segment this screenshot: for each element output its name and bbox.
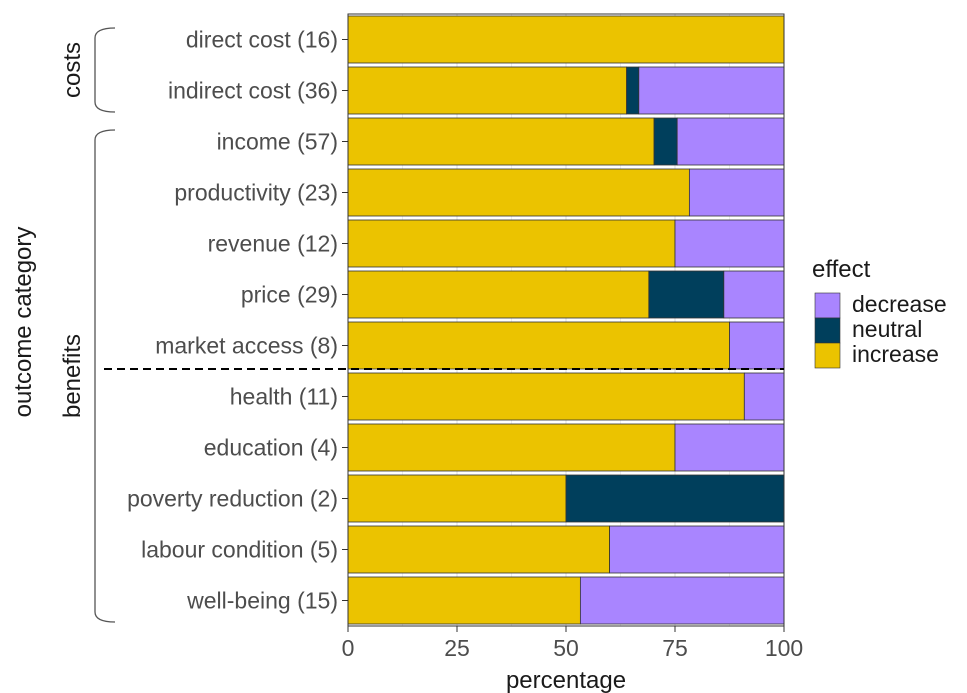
bar-decrease	[743, 372, 785, 421]
y-tick-label: revenue (12)	[208, 231, 338, 257]
bar-decrease	[609, 525, 785, 574]
bar-increase	[347, 474, 567, 523]
group-label: costs	[59, 42, 86, 98]
bar-increase	[347, 576, 581, 625]
bar-increase	[347, 15, 785, 64]
bars-layer	[347, 15, 785, 625]
group-bracket	[94, 27, 116, 113]
y-tick-label: labour condition (5)	[141, 537, 338, 563]
x-axis-title: percentage	[506, 667, 626, 693]
bar-increase	[347, 66, 628, 115]
bar-decrease	[676, 117, 785, 166]
legend-title: effect	[812, 256, 871, 283]
x-tick-label: 75	[662, 635, 688, 661]
x-tick-label: 25	[444, 635, 470, 661]
y-tick-label: productivity (23)	[174, 180, 338, 206]
y-tick-label: direct cost (16)	[186, 27, 338, 53]
y-tick-label: income (57)	[217, 129, 338, 155]
y-tick-label: poverty reduction (2)	[127, 486, 338, 512]
bar-decrease	[729, 321, 785, 370]
bar-increase	[347, 168, 690, 217]
bar-increase	[347, 117, 655, 166]
legend-key	[814, 317, 841, 344]
bar-decrease	[638, 66, 785, 115]
x-tick-label: 50	[553, 635, 579, 661]
group-label: benefits	[59, 334, 86, 418]
bar-neutral	[626, 66, 640, 115]
y-tick-label: indirect cost (36)	[168, 78, 338, 104]
bar-decrease	[579, 576, 785, 625]
bar-increase	[347, 525, 611, 574]
legend-label: decrease	[852, 291, 947, 317]
bar-increase	[347, 321, 730, 370]
y-tick-label: education (4)	[204, 435, 338, 461]
bar-neutral	[648, 270, 725, 319]
legend-label: neutral	[852, 316, 922, 342]
bar-increase	[347, 423, 676, 472]
group-bracket	[94, 129, 116, 623]
bar-neutral	[653, 117, 678, 166]
y-tick-label: price (29)	[241, 282, 338, 308]
x-tick-label: 0	[342, 635, 355, 661]
y-tick-label: health (11)	[230, 384, 338, 410]
y-axis-title: outcome category	[10, 227, 37, 418]
bar-neutral	[565, 474, 785, 523]
bar-increase	[347, 372, 745, 421]
legend-label: increase	[852, 341, 939, 367]
legend-key	[814, 342, 841, 369]
bar-increase	[347, 219, 676, 268]
y-tick-label: well-being (15)	[186, 588, 338, 614]
bar-decrease	[674, 423, 785, 472]
legend-key	[814, 292, 841, 319]
x-tick-label: 100	[765, 635, 803, 661]
frame-layer	[94, 13, 785, 632]
bar-decrease	[688, 168, 785, 217]
bar-decrease	[723, 270, 785, 319]
bar-increase	[347, 270, 650, 319]
y-tick-label: market access (8)	[155, 333, 338, 359]
bar-decrease	[674, 219, 785, 268]
labels-layer: direct cost (16) indirect cost (36) income…	[59, 27, 803, 662]
